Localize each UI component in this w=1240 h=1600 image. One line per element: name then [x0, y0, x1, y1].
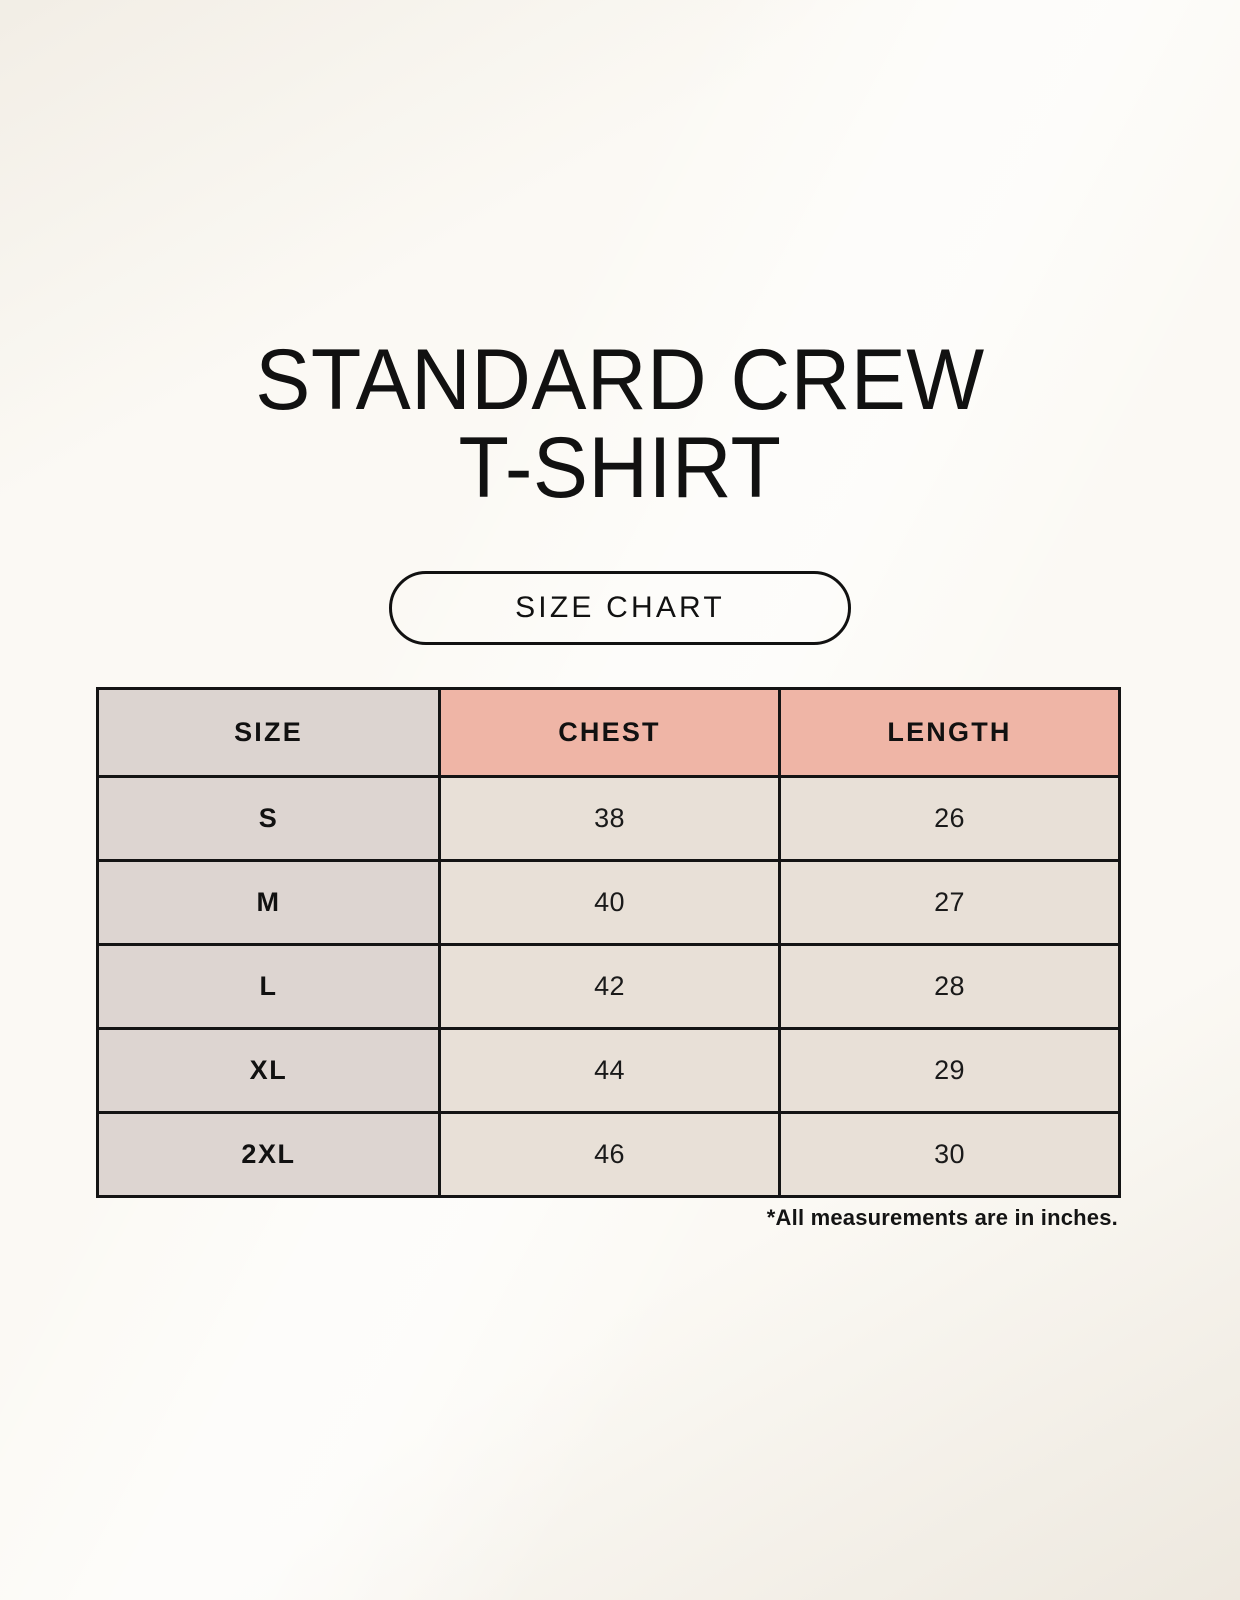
cell-chest: 42 — [438, 943, 781, 1030]
column-header-length: LENGTH — [778, 687, 1121, 778]
column-header-size: SIZE — [96, 687, 441, 778]
cell-size: L — [96, 943, 441, 1030]
size-chart-badge: SIZE CHART — [389, 571, 851, 645]
cell-chest: 40 — [438, 859, 781, 946]
cell-length: 28 — [778, 943, 1121, 1030]
size-chart-badge-wrap: SIZE CHART — [0, 571, 1240, 645]
table-row: M 40 27 — [96, 859, 1121, 946]
table-body: S 38 26 M 40 27 L 42 28 XL 44 29 — [96, 775, 1121, 1198]
cell-length: 30 — [778, 1111, 1121, 1198]
cell-chest: 44 — [438, 1027, 781, 1114]
column-header-chest: CHEST — [438, 687, 781, 778]
table-header: SIZE CHEST LENGTH — [96, 687, 1121, 778]
table-row: 2XL 46 30 — [96, 1111, 1121, 1198]
size-table: SIZE CHEST LENGTH S 38 26 M 40 27 L — [96, 687, 1121, 1198]
cell-chest: 46 — [438, 1111, 781, 1198]
cell-chest: 38 — [438, 775, 781, 862]
table-header-row: SIZE CHEST LENGTH — [96, 687, 1121, 778]
cell-size: 2XL — [96, 1111, 441, 1198]
table-row: XL 44 29 — [96, 1027, 1121, 1114]
cell-size: M — [96, 859, 441, 946]
cell-length: 27 — [778, 859, 1121, 946]
cell-length: 26 — [778, 775, 1121, 862]
table-row: S 38 26 — [96, 775, 1121, 862]
cell-size: XL — [96, 1027, 441, 1114]
size-table-wrap: SIZE CHEST LENGTH S 38 26 M 40 27 L — [96, 687, 1121, 1198]
table-row: L 42 28 — [96, 943, 1121, 1030]
cell-length: 29 — [778, 1027, 1121, 1114]
cell-size: S — [96, 775, 441, 862]
title-line-2: T-SHIRT — [458, 420, 782, 516]
title-line-1: STANDARD CREW — [255, 332, 985, 428]
measurement-footnote: *All measurements are in inches. — [766, 1205, 1118, 1230]
page-title: STANDARD CREW T-SHIRT — [0, 336, 1240, 512]
